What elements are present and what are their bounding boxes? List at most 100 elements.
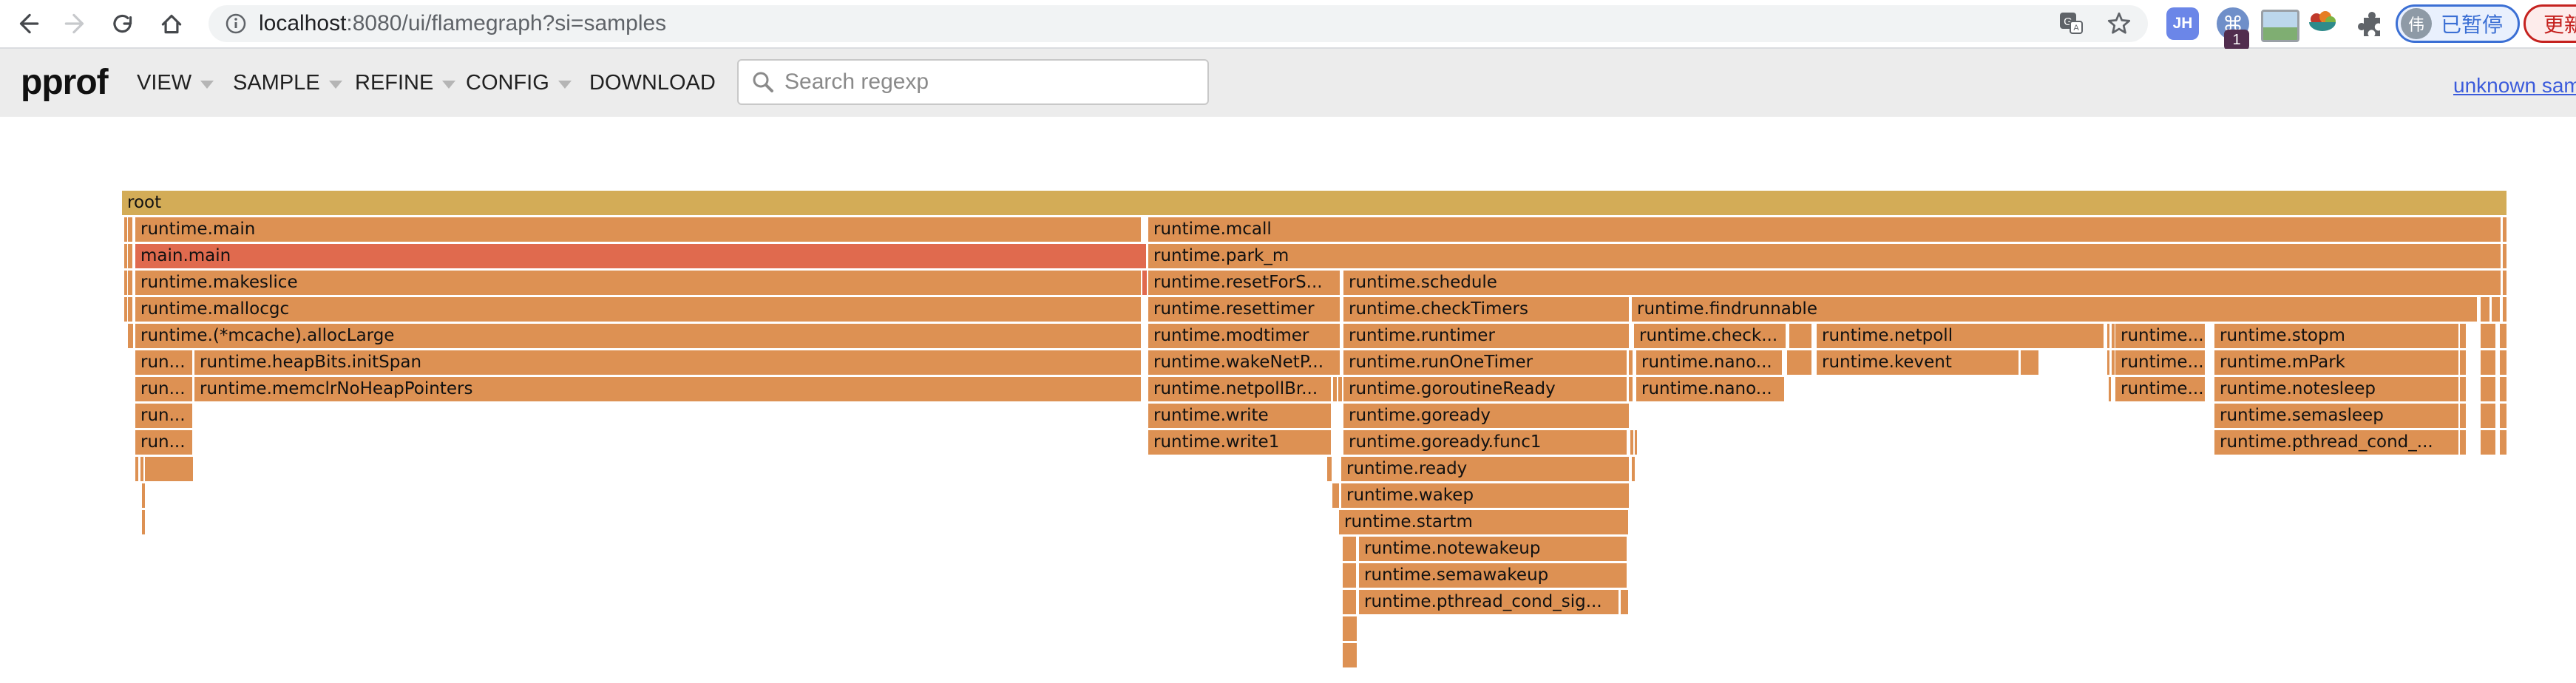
flame-frame[interactable]: runtime.checkTimers	[1343, 297, 1629, 322]
flame-frame[interactable]: runtime.write1	[1148, 430, 1331, 455]
flame-frame-sliver[interactable]	[2492, 297, 2500, 322]
browser-profile-chip[interactable]: 伟 已暂停	[2396, 4, 2521, 43]
flame-frame-sliver[interactable]	[2503, 244, 2506, 268]
flame-frame-sliver[interactable]	[1343, 616, 1357, 641]
flame-frame-sliver[interactable]	[1338, 377, 1342, 401]
flame-frame-sliver[interactable]	[140, 457, 143, 481]
flame-frame-sliver[interactable]	[1632, 457, 1635, 481]
flame-frame-sliver[interactable]	[2500, 350, 2506, 375]
flame-frame[interactable]: runtime.runOneTimer	[1343, 350, 1627, 375]
flame-frame[interactable]: runtime...	[2115, 377, 2205, 401]
flame-frame-sliver[interactable]	[128, 217, 132, 242]
flame-frame-sliver[interactable]	[145, 457, 193, 481]
flame-frame-sliver[interactable]	[128, 271, 132, 295]
url-bar[interactable]: localhost:8080/ui/flamegraph?si=samples …	[209, 5, 2148, 42]
flame-frame[interactable]: runtime.(*mcache).allocLarge	[135, 324, 1141, 348]
flame-frame-sliver[interactable]	[2481, 350, 2495, 375]
flame-frame-sliver[interactable]	[2460, 404, 2466, 428]
site-info-icon[interactable]	[223, 11, 248, 36]
flame-frame-sliver[interactable]	[128, 297, 132, 322]
flame-frame[interactable]: run...	[135, 350, 192, 375]
flame-frame-sliver[interactable]	[2112, 324, 2115, 348]
flame-frame[interactable]: runtime.notewakeup	[1359, 537, 1627, 561]
flame-frame-sliver[interactable]	[1621, 590, 1628, 614]
flame-frame-sliver[interactable]	[1332, 483, 1339, 508]
flame-frame[interactable]: runtime.findrunnable	[1632, 297, 2477, 322]
flame-frame-sliver[interactable]	[2500, 430, 2506, 455]
flame-frame-sliver[interactable]	[2500, 324, 2506, 348]
flame-frame-sliver[interactable]	[2460, 350, 2466, 375]
flame-frame[interactable]: runtime.park_m	[1148, 244, 2501, 268]
flame-frame[interactable]: runtime.notesleep	[2214, 377, 2458, 401]
flame-frame-sliver[interactable]	[1327, 457, 1332, 481]
flame-frame[interactable]: runtime.check...	[1634, 324, 1786, 348]
flame-frame[interactable]: run...	[135, 377, 192, 401]
flame-frame[interactable]: runtime.wakep	[1341, 483, 1629, 508]
flame-frame-sliver[interactable]	[128, 244, 132, 268]
flame-frame-sliver[interactable]	[2460, 324, 2466, 348]
flame-frame[interactable]: runtime.startm	[1339, 510, 1628, 534]
flame-frame[interactable]: runtime.mallocgc	[135, 297, 1141, 322]
flame-frame[interactable]: runtime.netpoll	[1817, 324, 2104, 348]
flame-frame[interactable]: runtime.goready.func1	[1343, 430, 1627, 455]
flame-frame[interactable]: runtime.semawakeup	[1359, 563, 1627, 588]
flame-frame-sliver[interactable]	[1333, 377, 1337, 401]
flame-frame-sliver[interactable]	[135, 457, 138, 481]
extension-command-icon[interactable]: ⌘ 1	[2217, 7, 2249, 50]
search-input[interactable]	[783, 69, 1207, 95]
menu-sample[interactable]: SAMPLE	[233, 71, 342, 95]
flame-frame[interactable]: runtime.wakeNetP...	[1148, 350, 1340, 375]
extensions-puzzle-icon[interactable]	[2355, 7, 2387, 40]
flame-frame-sliver[interactable]	[1343, 537, 1356, 561]
flame-frame-sliver[interactable]	[2503, 217, 2506, 242]
flame-frame-sliver[interactable]	[1789, 324, 1811, 348]
flame-frame-sliver[interactable]	[1343, 590, 1356, 614]
flame-frame-sliver[interactable]	[2503, 297, 2506, 322]
flame-frame-sliver[interactable]	[2481, 297, 2489, 322]
flame-frame-sliver[interactable]	[1142, 271, 1147, 295]
flame-frame[interactable]: run...	[135, 430, 192, 455]
flame-frame-sliver[interactable]	[2481, 324, 2495, 348]
flame-frame-sliver[interactable]	[2109, 377, 2111, 401]
sample-type-link[interactable]: unknown sam	[2453, 74, 2576, 97]
reload-icon[interactable]	[108, 9, 138, 38]
flame-frame[interactable]: main.main	[135, 244, 1146, 268]
extension-screenshot-icon[interactable]	[2261, 10, 2299, 42]
flame-frame-sliver[interactable]	[2481, 430, 2495, 455]
flame-frame[interactable]: runtime.kevent	[1817, 350, 2019, 375]
flame-frame-sliver[interactable]	[1343, 563, 1356, 588]
flame-frame[interactable]: runtime.stopm	[2214, 324, 2458, 348]
flame-frame-sliver[interactable]	[124, 297, 127, 322]
menu-refine[interactable]: REFINE	[355, 71, 456, 95]
home-icon[interactable]	[157, 9, 186, 38]
flame-frame[interactable]: run...	[135, 404, 192, 428]
flame-frame[interactable]: runtime.nano...	[1636, 350, 1782, 375]
flame-frame-sliver[interactable]	[1635, 430, 1637, 455]
flame-frame[interactable]: runtime.mPark	[2214, 350, 2458, 375]
forward-icon[interactable]	[61, 9, 90, 38]
extension-fruit-bowl-icon[interactable]	[2305, 7, 2339, 40]
flame-frame-sliver[interactable]	[1629, 377, 1633, 401]
flame-frame-sliver[interactable]	[142, 510, 145, 534]
flame-frame-sliver[interactable]	[142, 483, 145, 508]
flame-frame[interactable]: runtime.pthread_cond_sig...	[1359, 590, 1619, 614]
flame-frame-sliver[interactable]	[2481, 377, 2495, 401]
flame-frame-sliver[interactable]	[1630, 430, 1633, 455]
flame-frame-sliver[interactable]	[1629, 350, 1633, 375]
flame-frame[interactable]: runtime.heapBits.initSpan	[194, 350, 1141, 375]
flame-frame[interactable]: runtime.resettimer	[1148, 297, 1340, 322]
flame-frame-sliver[interactable]	[124, 271, 127, 295]
flame-frame[interactable]: runtime...	[2115, 350, 2205, 375]
flame-frame-sliver[interactable]	[2500, 404, 2506, 428]
flame-frame-sliver[interactable]	[2500, 377, 2506, 401]
flame-frame[interactable]: runtime.pthread_cond_...	[2214, 430, 2458, 455]
flame-frame-sliver[interactable]	[2460, 377, 2466, 401]
flame-frame[interactable]: runtime.resetForS...	[1148, 271, 1340, 295]
flame-frame-sliver[interactable]	[2481, 404, 2495, 428]
browser-update-button[interactable]: 更新	[2524, 4, 2576, 43]
flame-frame-sliver[interactable]	[1787, 350, 1811, 375]
flame-frame[interactable]: runtime.makeslice	[135, 271, 1141, 295]
flame-frame-sliver[interactable]	[2112, 350, 2115, 375]
flame-frame-sliver[interactable]	[2021, 350, 2038, 375]
